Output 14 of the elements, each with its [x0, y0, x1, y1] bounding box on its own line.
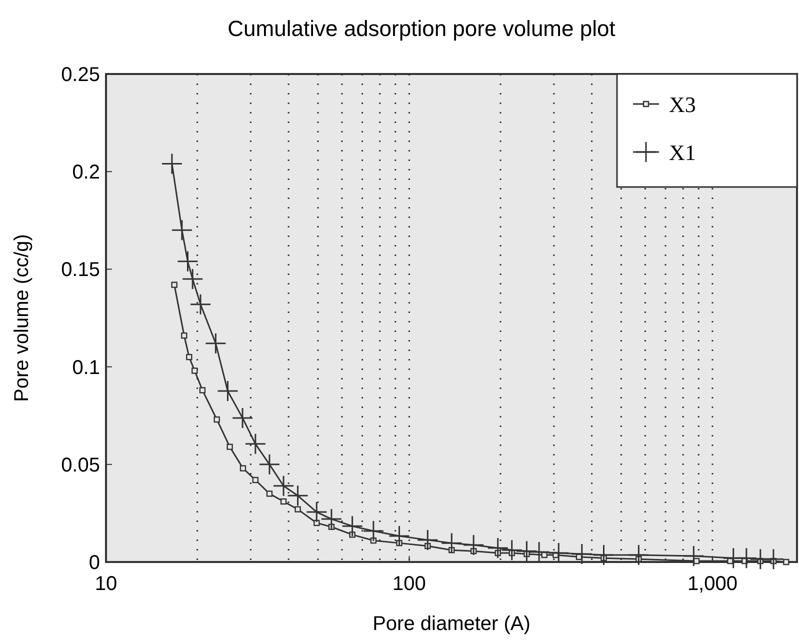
y-tick-label: 0.2 [72, 162, 100, 184]
y-tick-label: 0.1 [72, 356, 100, 379]
x-tick-label: 10 [94, 573, 118, 595]
y-tick-label: 0.25 [61, 64, 100, 86]
x-tick-label: 100 [392, 573, 426, 595]
x-tick-label: 1,000 [687, 573, 738, 595]
legend-label: X3 [669, 92, 696, 117]
y-tick-label: 0 [88, 552, 100, 574]
x-axis-title: Pore diameter (A) [372, 613, 530, 635]
y-tick-label: 0.05 [61, 454, 100, 476]
y-axis-title: Pore volume (cc/g) [11, 234, 33, 402]
chart-title: Cumulative adsorption pore volume plot [228, 16, 616, 41]
y-tick-label: 0.15 [61, 259, 100, 282]
legend-label: X1 [669, 140, 696, 165]
